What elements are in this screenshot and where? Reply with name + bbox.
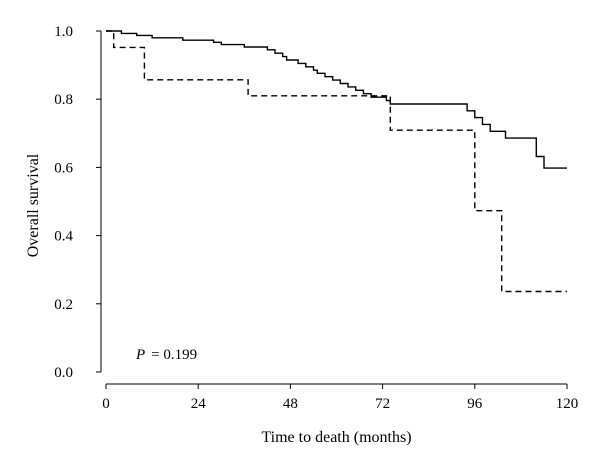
p-value-text: = 0.199: [151, 347, 197, 363]
x-tick-label: 48: [283, 396, 298, 412]
y-axis-title: Overall survival: [25, 153, 42, 257]
axes: [100, 31, 567, 385]
survival-curve-solid: [106, 30, 567, 169]
y-tick-label: 0.8: [54, 92, 73, 108]
x-tick-label: 0: [102, 396, 110, 412]
x-tick-label: 96: [467, 396, 483, 412]
y-ticks: 0.0 0.2 0.4 0.6 0.8 1.0: [54, 24, 101, 381]
x-tick-label: 120: [556, 396, 579, 412]
y-tick-label: 1.0: [54, 24, 73, 40]
y-tick-label: 0.6: [54, 160, 73, 176]
p-value-label: P: [135, 347, 145, 363]
y-tick-label: 0.2: [54, 297, 73, 313]
y-tick-label: 0.0: [54, 365, 73, 381]
p-value-annotation: P = 0.199: [135, 347, 197, 363]
x-tick-label: 72: [375, 396, 390, 412]
x-ticks: 0 24 48 72 96 120: [102, 384, 578, 412]
y-tick-label: 0.4: [54, 229, 73, 245]
survival-curve-dashed: [106, 30, 567, 293]
x-tick-label: 24: [191, 396, 207, 412]
x-axis-title: Time to death (months): [261, 429, 411, 446]
survival-curves: [106, 30, 567, 293]
